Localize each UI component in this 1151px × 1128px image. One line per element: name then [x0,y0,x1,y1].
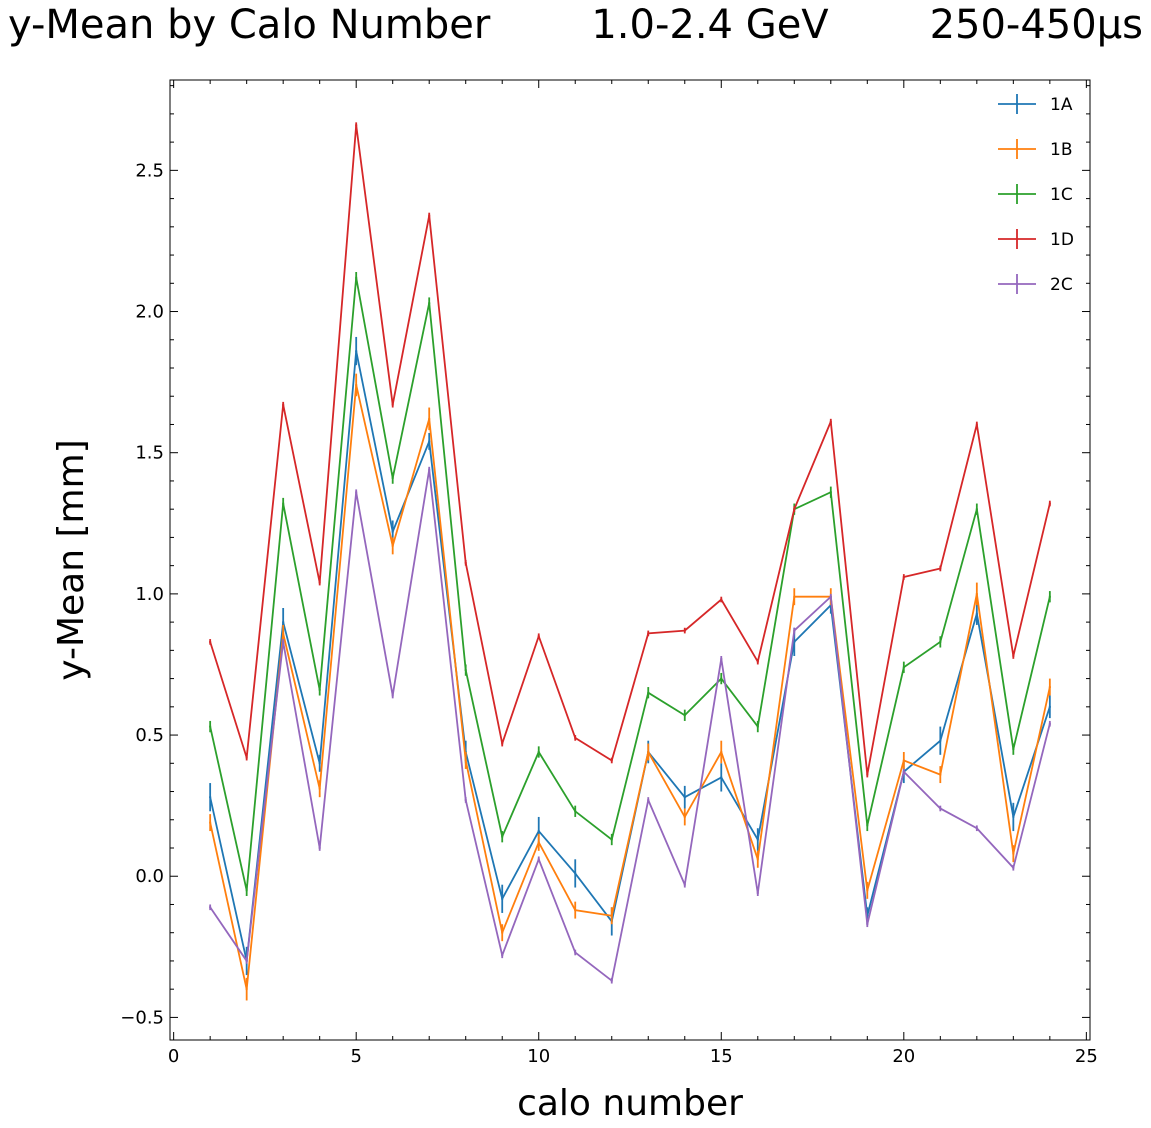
y-tick-label: −0.5 [120,1007,164,1028]
y-tick-label: 1.0 [135,584,164,605]
legend-label: 1D [1050,230,1074,250]
series-1C [209,272,1051,896]
y-tick-label: 1.5 [135,443,164,464]
y-axis-label: y-Mean [mm] [51,439,92,680]
x-tick-label: 5 [350,1046,361,1067]
plot-area [209,122,1051,1001]
x-tick-label: 15 [710,1046,733,1067]
legend-label: 1A [1050,95,1073,115]
chart-title-center: 1.0-2.4 GeV [591,2,829,48]
x-tick-label: 20 [892,1046,915,1067]
legend-label: 1B [1050,140,1072,160]
x-tick-label: 0 [168,1046,179,1067]
legend-item-1D: 1D [998,229,1074,250]
series-1D [209,122,1051,778]
series-line-1B [209,384,1051,990]
legend-item-2C: 2C [998,274,1073,295]
x-tick-label: 10 [527,1046,550,1067]
x-axis-label: calo number [517,1083,743,1124]
y-axis-ticks: −0.5 0.0 0.5 1.0 1.5 2.0 2.5 [120,85,1090,1028]
chart-title-left: y-Mean by Calo Number [8,2,491,48]
x-axis-ticks: 0 5 10 15 20 25 [168,80,1098,1067]
legend-item-1B: 1B [998,139,1072,160]
series-line-2C [209,469,1051,983]
plot-frame [169,79,1091,1041]
x-tick-label: 25 [1075,1046,1098,1067]
y-tick-label: 0.5 [135,725,164,746]
y-tick-label: 2.5 [135,160,164,181]
series-line-1D [209,125,1051,775]
series-line-1C [209,277,1051,891]
legend-item-1A: 1A [998,94,1073,115]
y-tick-label: 0.0 [135,866,164,887]
series-line-1A [209,350,1051,962]
y-tick-label: 2.0 [135,302,164,323]
series-1A [209,336,1051,976]
chart-title-right: 250-450µs [930,2,1143,48]
legend-label: 1C [1050,185,1073,205]
legend: 1A 1B 1C 1D 2C [998,94,1074,295]
legend-item-1C: 1C [998,184,1073,205]
series-2C [209,466,1051,984]
legend-label: 2C [1050,275,1073,295]
